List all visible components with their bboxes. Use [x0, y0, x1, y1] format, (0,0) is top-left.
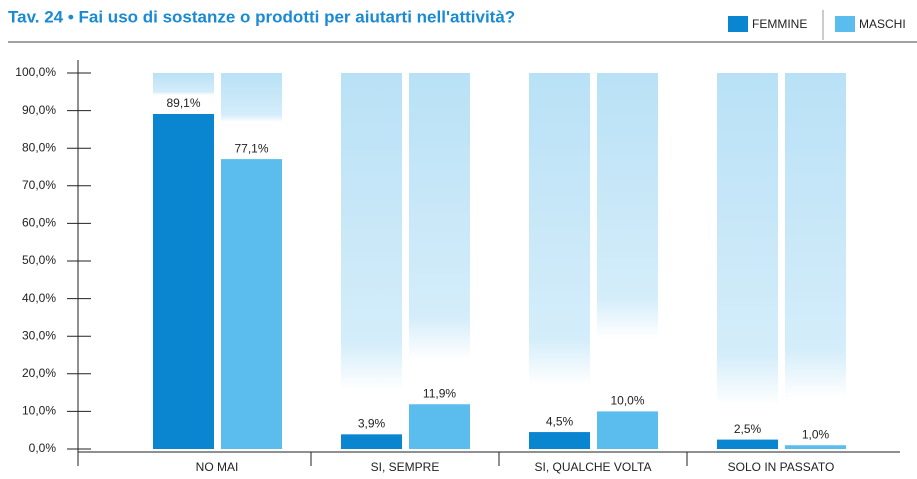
- x-tick-label: SI, SEMPRE: [371, 460, 440, 474]
- legend-label: FEMMINE: [752, 17, 807, 31]
- value-label: 4,5%: [546, 414, 574, 428]
- background-pillar: [717, 73, 778, 405]
- bar: [717, 439, 778, 449]
- y-tick-label: 0,0%: [29, 441, 57, 455]
- y-tick-label: 100,0%: [15, 65, 56, 79]
- background-pillar: [529, 73, 590, 385]
- bar: [785, 445, 846, 449]
- value-label: 89,1%: [166, 96, 200, 110]
- y-tick-label: 30,0%: [22, 328, 56, 342]
- background-pillars: [153, 73, 846, 405]
- background-pillar: [341, 73, 402, 390]
- background-pillar: [153, 73, 214, 95]
- y-tick-label: 70,0%: [22, 178, 56, 192]
- x-tick-label: SI, QUALCHE VOLTA: [535, 460, 652, 474]
- bar: [341, 434, 402, 449]
- y-tick-label: 10,0%: [22, 404, 56, 418]
- y-tick-label: 20,0%: [22, 366, 56, 380]
- value-label: 11,9%: [423, 386, 456, 400]
- background-pillar: [785, 73, 846, 398]
- bar: [529, 432, 590, 449]
- x-tick-label: NO MAI: [196, 460, 239, 474]
- x-tick-label: SOLO IN PASSATO: [728, 460, 835, 474]
- legend-label: MASCHI: [859, 17, 906, 31]
- y-tick-label: 90,0%: [22, 103, 56, 117]
- legend-swatch: [728, 16, 748, 32]
- legend-swatch: [835, 16, 855, 32]
- value-label: 10,0%: [610, 394, 644, 408]
- bar: [597, 411, 658, 449]
- background-pillar: [597, 73, 658, 338]
- value-label: 3,9%: [358, 417, 386, 431]
- value-label: 2,5%: [734, 422, 762, 436]
- y-tick-label: 60,0%: [22, 216, 56, 230]
- chart-title: Tav. 24 • Fai uso di sostanze o prodotti…: [8, 7, 515, 26]
- y-tick-label: 40,0%: [22, 291, 56, 305]
- background-pillar: [221, 73, 282, 122]
- bar: [409, 404, 470, 449]
- background-pillar: [409, 73, 470, 360]
- value-label: 1,0%: [802, 427, 830, 441]
- bar: [221, 159, 282, 449]
- y-tick-label: 50,0%: [22, 253, 56, 267]
- y-tick-label: 80,0%: [22, 140, 56, 154]
- value-label: 77,1%: [234, 141, 268, 155]
- bar: [153, 113, 214, 449]
